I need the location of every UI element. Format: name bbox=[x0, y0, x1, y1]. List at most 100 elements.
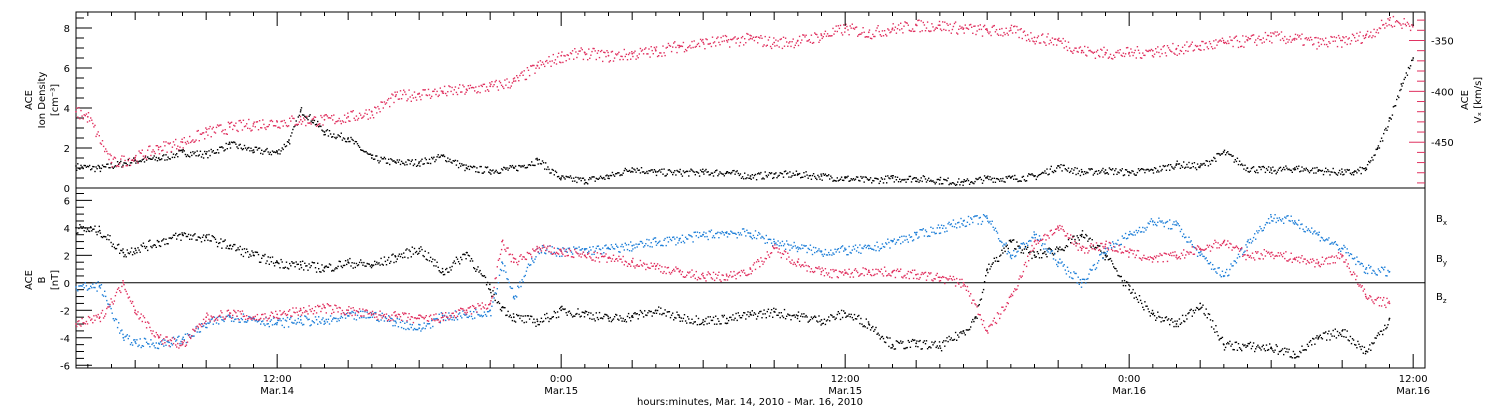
data-point bbox=[1064, 168, 1066, 170]
data-point bbox=[749, 34, 751, 36]
data-point bbox=[399, 255, 402, 258]
data-point bbox=[432, 258, 434, 260]
data-point bbox=[268, 153, 270, 155]
data-point bbox=[414, 251, 417, 254]
data-point bbox=[580, 179, 582, 182]
data-point bbox=[934, 183, 936, 185]
data-point bbox=[1295, 165, 1298, 168]
data-marker bbox=[1057, 247, 1060, 250]
data-point bbox=[144, 156, 147, 158]
data-point bbox=[1175, 164, 1177, 166]
data-point bbox=[840, 309, 843, 312]
data-point bbox=[939, 347, 942, 349]
data-point bbox=[151, 158, 153, 160]
data-point bbox=[233, 320, 235, 323]
data-point bbox=[222, 147, 224, 149]
data-point bbox=[690, 322, 692, 324]
data-point bbox=[126, 165, 128, 167]
data-point bbox=[205, 326, 207, 329]
data-point bbox=[508, 281, 510, 284]
data-point bbox=[326, 115, 329, 117]
data-point bbox=[381, 101, 383, 103]
data-point bbox=[1125, 238, 1128, 240]
data-point bbox=[467, 316, 469, 319]
data-point bbox=[447, 91, 449, 93]
data-point bbox=[110, 241, 112, 244]
data-point bbox=[765, 234, 767, 237]
data-point bbox=[1400, 88, 1402, 91]
data-point bbox=[1344, 41, 1346, 44]
data-point bbox=[824, 173, 827, 175]
data-point bbox=[864, 176, 866, 178]
data-marker bbox=[489, 288, 492, 291]
data-point bbox=[207, 157, 209, 159]
data-marker bbox=[347, 115, 350, 118]
data-point bbox=[1230, 345, 1232, 347]
data-point bbox=[877, 178, 879, 180]
data-point bbox=[743, 44, 745, 46]
data-point bbox=[167, 341, 169, 343]
data-point bbox=[229, 122, 232, 124]
data-point bbox=[855, 26, 858, 28]
data-point bbox=[868, 29, 871, 31]
data-point bbox=[592, 176, 594, 178]
data-point bbox=[944, 21, 946, 23]
data-point bbox=[192, 335, 194, 337]
data-point bbox=[538, 323, 540, 326]
data-point bbox=[1138, 226, 1141, 229]
data-point bbox=[1139, 231, 1142, 233]
data-point bbox=[520, 166, 522, 168]
data-point bbox=[98, 225, 100, 228]
data-point bbox=[935, 26, 937, 29]
data-point bbox=[331, 320, 333, 322]
data-point bbox=[1330, 171, 1332, 173]
data-point bbox=[706, 171, 708, 173]
data-point bbox=[150, 154, 152, 157]
data-point bbox=[182, 234, 184, 237]
data-point bbox=[1319, 334, 1321, 336]
data-point bbox=[912, 177, 915, 179]
data-point bbox=[295, 323, 297, 325]
data-point bbox=[321, 116, 323, 119]
data-point bbox=[554, 59, 557, 61]
data-point bbox=[296, 123, 298, 126]
data-point bbox=[570, 251, 573, 253]
data-point bbox=[247, 147, 249, 149]
data-point bbox=[995, 230, 998, 232]
data-point bbox=[276, 120, 278, 122]
data-point bbox=[620, 245, 622, 248]
data-point bbox=[1076, 167, 1078, 170]
data-point bbox=[597, 178, 600, 180]
data-point bbox=[375, 263, 377, 266]
data-point bbox=[711, 172, 714, 174]
data-point bbox=[929, 30, 931, 33]
data-point bbox=[1338, 37, 1341, 39]
data-point bbox=[716, 232, 718, 235]
data-point bbox=[1266, 169, 1269, 171]
data-point bbox=[298, 114, 301, 117]
data-point bbox=[126, 249, 128, 251]
data-point bbox=[1371, 342, 1373, 344]
data-point bbox=[315, 271, 318, 273]
data-point bbox=[990, 265, 992, 268]
data-point bbox=[531, 161, 533, 163]
data-point bbox=[809, 244, 812, 246]
data-point bbox=[817, 249, 819, 252]
data-point bbox=[1187, 50, 1189, 52]
data-point bbox=[417, 164, 419, 167]
data-point bbox=[400, 160, 403, 163]
data-point bbox=[124, 162, 126, 164]
data-marker bbox=[1222, 151, 1225, 153]
data-point bbox=[374, 312, 376, 314]
data-point bbox=[1014, 248, 1016, 250]
data-point bbox=[1084, 45, 1086, 48]
data-point bbox=[494, 299, 496, 302]
data-point bbox=[510, 316, 512, 319]
data-marker bbox=[1353, 171, 1355, 173]
data-point bbox=[937, 347, 940, 349]
data-point bbox=[251, 150, 253, 152]
data-point bbox=[605, 313, 607, 316]
data-marker bbox=[75, 110, 77, 113]
data-point bbox=[1150, 312, 1153, 314]
data-point bbox=[1318, 45, 1320, 47]
